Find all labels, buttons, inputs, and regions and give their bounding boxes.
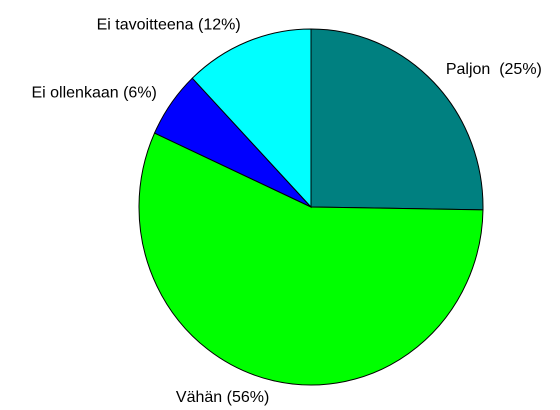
slice-label: Paljon (25%) (446, 61, 542, 78)
pie-slice (191, 28, 312, 209)
pie-slice (310, 28, 484, 211)
slice-label: Ei ollenkaan (6%) (31, 85, 156, 102)
slice-label: Ei tavoitteena (12%) (97, 16, 241, 33)
pie-slice (138, 132, 484, 386)
slice-label: Vähän (56%) (176, 389, 269, 406)
